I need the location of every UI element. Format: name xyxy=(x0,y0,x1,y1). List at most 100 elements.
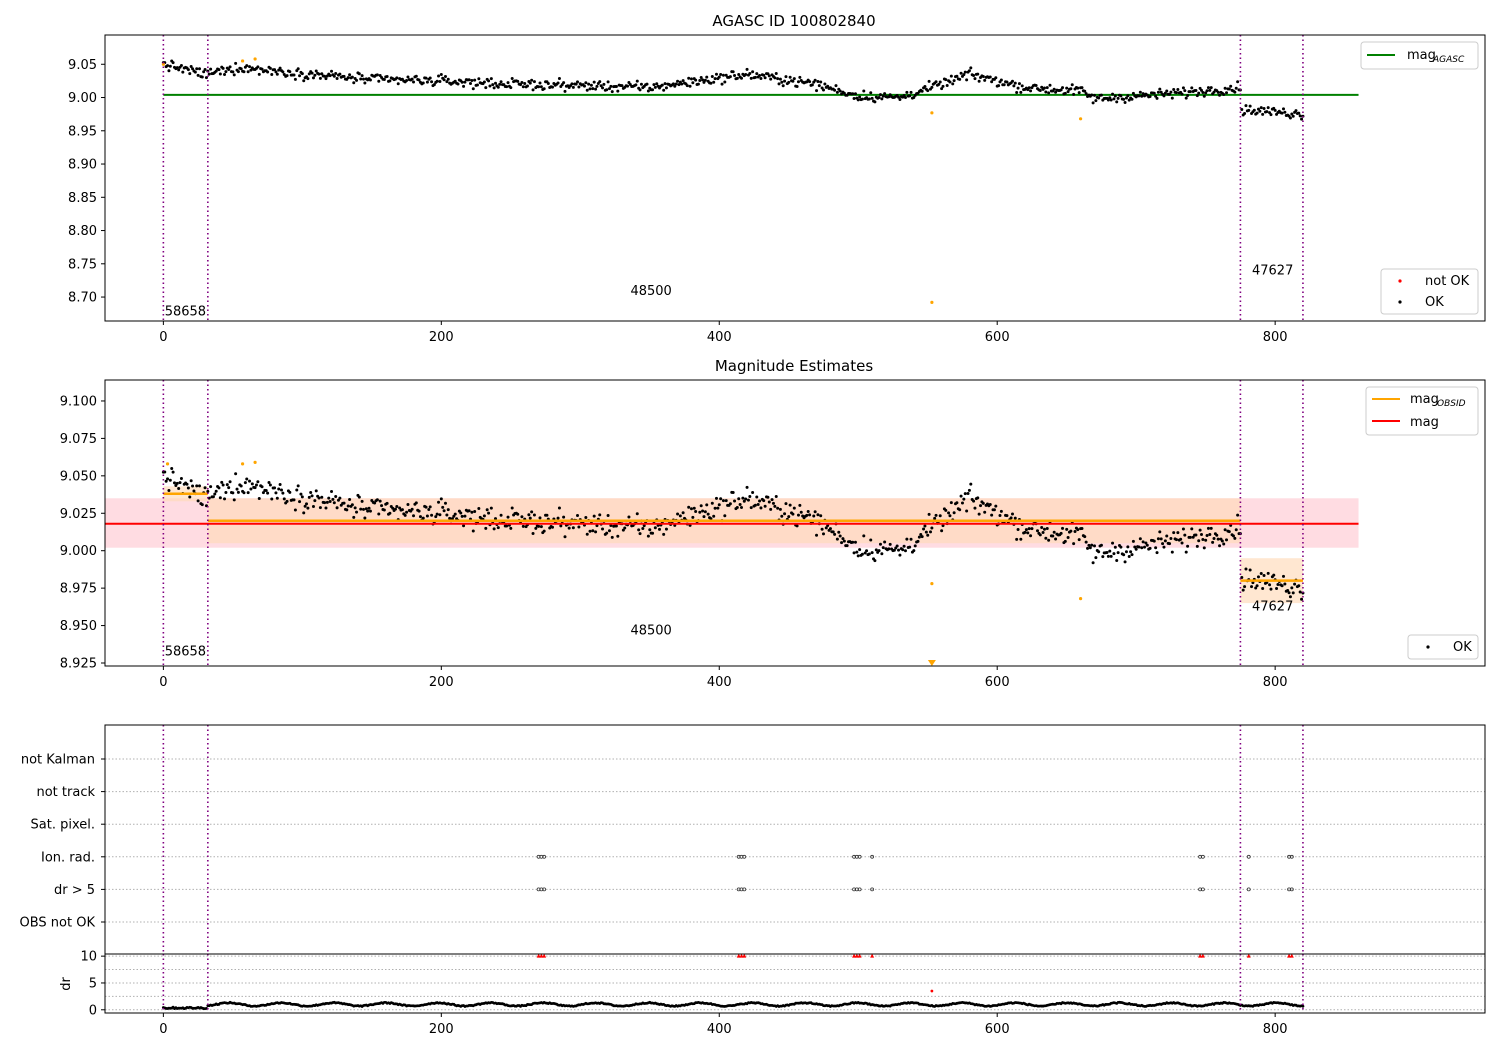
data-point xyxy=(1290,586,1294,590)
data-point xyxy=(496,526,500,530)
panel-2-points xyxy=(161,460,1305,667)
data-point xyxy=(584,81,588,85)
data-point xyxy=(865,549,869,553)
data-point xyxy=(1183,89,1187,93)
data-point xyxy=(1169,90,1173,94)
data-point xyxy=(346,504,350,508)
data-point xyxy=(681,79,685,83)
data-point xyxy=(638,532,642,536)
data-point xyxy=(594,530,598,534)
data-point xyxy=(186,486,190,490)
data-point xyxy=(342,74,346,78)
data-point xyxy=(273,486,277,490)
data-point xyxy=(1123,101,1127,105)
data-point xyxy=(435,79,439,83)
data-point xyxy=(728,502,732,506)
data-point xyxy=(763,76,767,80)
data-point xyxy=(506,515,510,519)
data-point xyxy=(456,82,460,86)
data-point xyxy=(1158,87,1162,91)
data-point xyxy=(189,64,193,68)
data-point xyxy=(1168,542,1172,546)
data-point xyxy=(1174,91,1178,95)
data-point xyxy=(248,65,252,69)
data-point xyxy=(1176,531,1180,535)
data-point xyxy=(218,72,222,76)
data-point xyxy=(1005,80,1009,84)
y-tick-label: 8.950 xyxy=(60,619,97,634)
data-point xyxy=(375,498,379,502)
data-point xyxy=(788,75,792,79)
data-point xyxy=(852,96,856,100)
data-point xyxy=(335,506,339,510)
data-point xyxy=(1273,108,1277,112)
data-point xyxy=(609,84,613,88)
data-point xyxy=(792,506,796,510)
data-point xyxy=(1094,556,1098,560)
data-point xyxy=(359,77,363,81)
data-point xyxy=(516,79,520,83)
data-point xyxy=(927,512,931,516)
data-point xyxy=(485,508,489,512)
dr-high-marker xyxy=(539,953,544,958)
data-point xyxy=(1248,104,1252,108)
data-point xyxy=(781,84,785,88)
data-point xyxy=(869,538,873,542)
data-point xyxy=(200,75,204,79)
data-point xyxy=(1111,541,1115,545)
data-point xyxy=(677,83,681,87)
data-point xyxy=(777,82,781,86)
y-tick-label: 8.925 xyxy=(60,657,97,672)
data-point xyxy=(763,504,767,508)
data-point xyxy=(506,81,510,85)
data-point xyxy=(951,82,955,86)
x-tick-label: 800 xyxy=(1263,675,1288,690)
data-point xyxy=(1127,98,1131,102)
data-point xyxy=(1222,93,1226,97)
data-point xyxy=(1148,94,1152,98)
data-point xyxy=(897,95,901,99)
data-point xyxy=(756,502,760,506)
data-point xyxy=(377,79,381,83)
data-point xyxy=(902,544,906,548)
data-point xyxy=(528,516,532,520)
data-point xyxy=(310,494,314,498)
data-point xyxy=(248,479,252,483)
data-point xyxy=(784,75,788,79)
data-point xyxy=(1184,550,1188,554)
panel-2-frame xyxy=(104,379,1486,667)
data-point xyxy=(1119,94,1123,98)
data-point xyxy=(898,97,902,101)
data-point xyxy=(944,78,948,82)
data-point xyxy=(475,83,479,87)
data-point xyxy=(923,524,927,528)
data-point xyxy=(577,85,581,89)
data-point xyxy=(1141,540,1145,544)
data-point xyxy=(1084,92,1088,96)
data-point xyxy=(348,73,352,77)
data-point xyxy=(813,510,817,514)
data-point xyxy=(898,553,902,557)
data-point xyxy=(1202,94,1206,98)
data-point xyxy=(909,90,913,94)
data-point xyxy=(824,526,828,530)
data-point xyxy=(949,501,953,505)
data-point xyxy=(784,502,788,506)
data-point xyxy=(737,497,741,501)
data-point xyxy=(1143,545,1147,549)
data-point xyxy=(774,495,778,499)
data-point xyxy=(328,74,332,78)
data-point xyxy=(1206,526,1210,530)
data-point xyxy=(487,79,491,83)
data-point xyxy=(227,486,231,490)
data-point xyxy=(792,77,796,81)
data-point xyxy=(373,501,377,505)
data-point xyxy=(922,527,926,531)
data-point xyxy=(1163,91,1167,95)
data-point xyxy=(1234,528,1238,532)
data-point xyxy=(473,78,477,82)
legend-mag-agasc: mag xyxy=(1407,48,1436,63)
data-point xyxy=(305,502,309,506)
data-point xyxy=(916,539,920,543)
data-point xyxy=(1220,539,1224,543)
